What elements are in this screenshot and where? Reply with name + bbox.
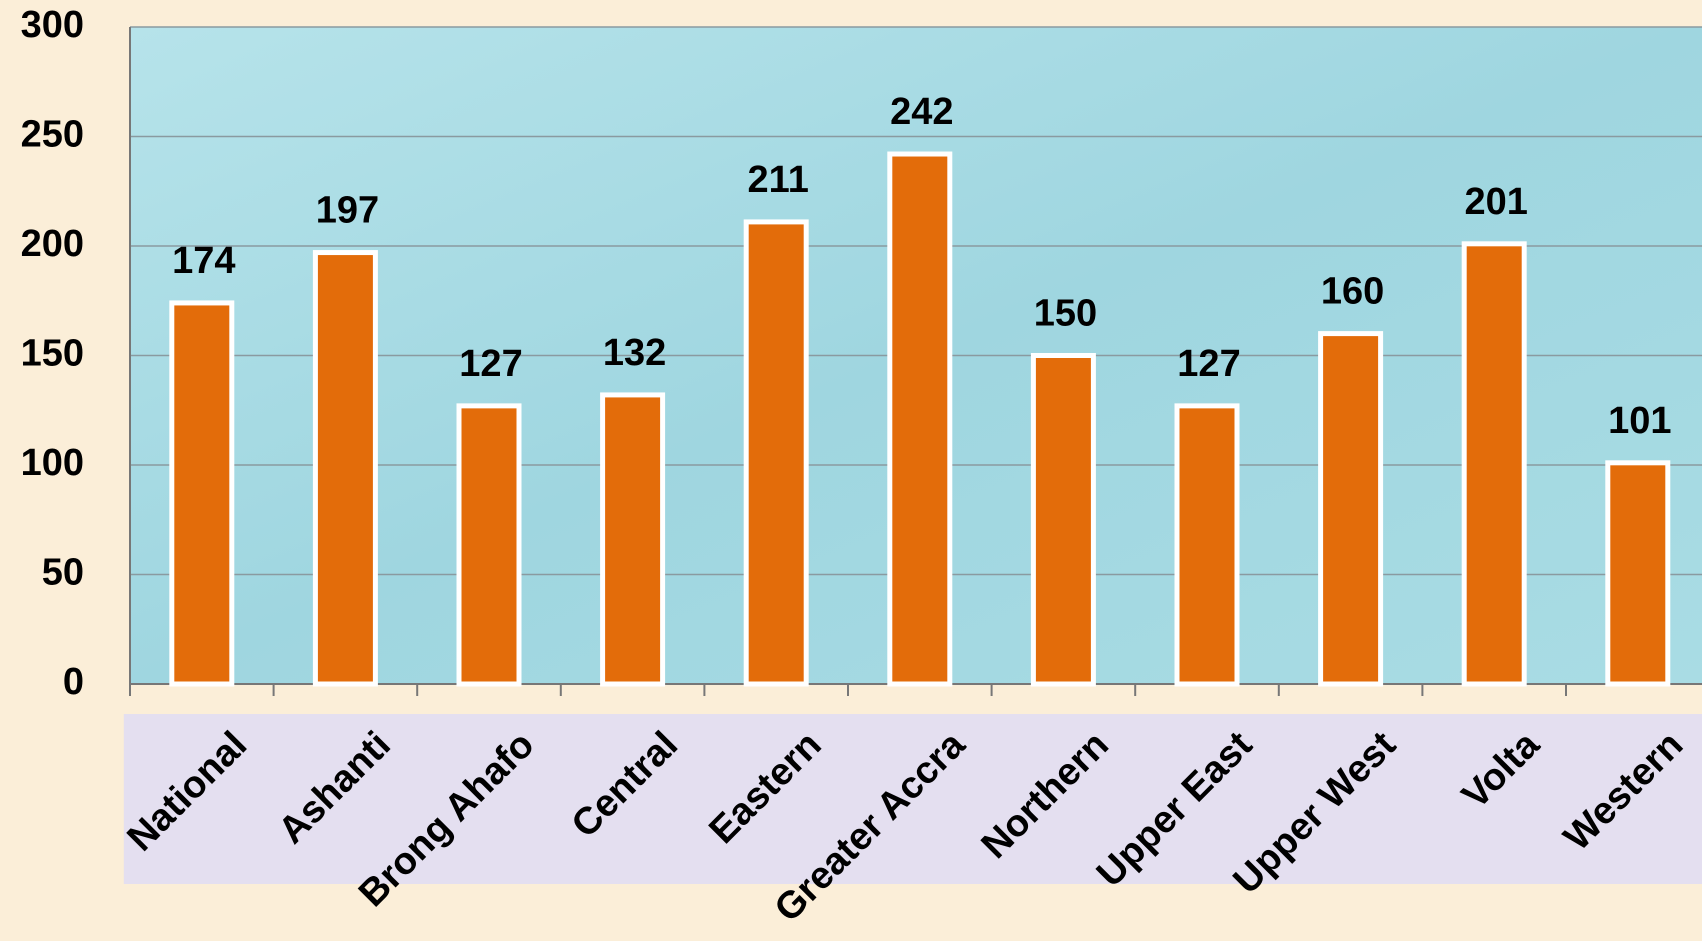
value-label: 127 — [459, 343, 522, 385]
y-tick-label: 50 — [42, 552, 84, 594]
bar — [887, 151, 953, 687]
bar — [1605, 460, 1671, 687]
label-box — [1129, 714, 1279, 884]
bar — [1461, 241, 1527, 687]
label-box — [985, 714, 1136, 884]
label-box — [411, 714, 561, 884]
value-label: 242 — [890, 91, 953, 133]
y-tick-label: 0 — [63, 661, 84, 703]
label-box — [841, 714, 992, 884]
bar — [456, 403, 522, 687]
value-label: 127 — [1177, 343, 1240, 385]
value-label: 150 — [1034, 293, 1097, 335]
value-label: 211 — [748, 159, 809, 201]
bar — [1030, 353, 1096, 687]
y-tick-label: 300 — [21, 4, 84, 46]
label-box — [554, 714, 705, 884]
bar — [312, 250, 378, 687]
label-box — [698, 714, 849, 884]
label-box — [267, 714, 418, 884]
bar — [169, 300, 235, 687]
label-box — [123, 714, 274, 884]
bar — [600, 392, 666, 687]
label-box — [1416, 714, 1567, 884]
label-box — [1272, 714, 1423, 884]
label-box — [1559, 714, 1702, 884]
value-label: 201 — [1464, 181, 1527, 223]
y-tick-label: 200 — [21, 223, 84, 265]
bar — [743, 219, 809, 687]
value-label: 197 — [316, 190, 379, 232]
y-tick-label: 150 — [21, 333, 84, 375]
y-tick-label: 250 — [21, 114, 84, 156]
bar — [1174, 403, 1240, 687]
value-label: 132 — [603, 332, 666, 374]
value-label: 101 — [1608, 400, 1671, 442]
y-tick-label: 100 — [21, 442, 84, 484]
value-label: 160 — [1321, 271, 1384, 313]
value-label: 174 — [172, 240, 235, 282]
bar — [1318, 331, 1384, 687]
